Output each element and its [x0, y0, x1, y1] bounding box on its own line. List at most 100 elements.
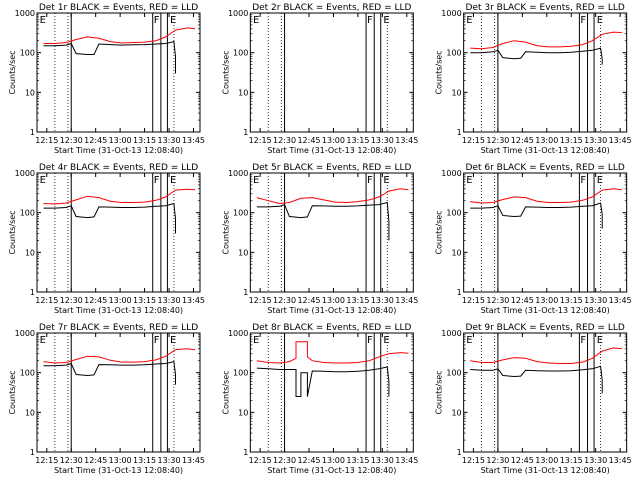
y-tick-label: 100: [233, 49, 248, 58]
x-tick-label: 12:30: [273, 296, 296, 305]
x-tick-label: 12:45: [297, 136, 320, 145]
x-tick-label: 13:30: [157, 296, 180, 305]
series-line-lld: [43, 348, 196, 364]
x-tick-label: 13:00: [535, 296, 558, 305]
y-tick-label: 10: [451, 248, 461, 257]
x-tick-label: 12:45: [297, 456, 320, 465]
x-tick-label: 12:15: [462, 456, 485, 465]
y-tick-label: 1000: [15, 329, 35, 338]
y-tick-label: 1000: [228, 329, 248, 338]
x-tick-label: 12:45: [511, 136, 534, 145]
x-tick-label: 13:30: [371, 136, 394, 145]
plot-title: Det 7r BLACK = Events, RED = LLD: [39, 323, 198, 333]
series-line-events: [256, 201, 390, 241]
plot-frame: [463, 12, 628, 133]
series-line-events: [43, 40, 176, 74]
x-tick-label: 13:45: [182, 136, 205, 145]
y-tick-label: 1: [243, 448, 248, 457]
marker-label-f: F: [580, 335, 586, 346]
plot-title: Det 3r BLACK = Events, RED = LLD: [466, 3, 625, 13]
plot-frame: [463, 332, 628, 453]
y-tick-label: 100: [20, 49, 35, 58]
x-axis-label: Start Time (31-Oct-13 12:08:40): [481, 146, 610, 155]
x-tick-label: 13:00: [535, 136, 558, 145]
y-tick-label: 1000: [441, 329, 461, 338]
y-tick-label: 1: [457, 288, 462, 297]
x-tick-label: 13:15: [346, 136, 369, 145]
x-tick-label: 12:45: [511, 456, 534, 465]
y-tick-label: 100: [20, 209, 35, 218]
marker-label-e: E: [383, 175, 389, 186]
y-tick-label: 1: [457, 128, 462, 137]
y-tick-label: 1: [243, 288, 248, 297]
x-axis-label: Start Time (31-Oct-13 12:08:40): [54, 466, 183, 475]
x-tick-label: 13:15: [560, 136, 583, 145]
marker-label-e: E: [40, 15, 46, 26]
marker-label-e: E: [383, 335, 389, 346]
marker-label-e: E: [40, 335, 46, 346]
x-tick-label: 13:30: [584, 456, 607, 465]
marker-label-f: F: [367, 175, 373, 186]
x-tick-label: 12:30: [273, 456, 296, 465]
x-axis-label: Start Time (31-Oct-13 12:08:40): [267, 306, 396, 315]
x-tick-label: 12:45: [84, 136, 107, 145]
x-tick-label: 13:00: [322, 296, 345, 305]
y-tick-label: 1: [243, 128, 248, 137]
plot-frame: [36, 12, 201, 133]
x-tick-label: 12:45: [84, 296, 107, 305]
series-line-events: [470, 202, 603, 229]
marker-label-e: E: [466, 175, 472, 186]
x-tick-label: 13:15: [346, 296, 369, 305]
y-tick-label: 100: [233, 369, 248, 378]
x-tick-label: 13:30: [157, 456, 180, 465]
x-tick-label: 13:15: [133, 296, 156, 305]
x-axis-label: Start Time (31-Oct-13 12:08:40): [267, 146, 396, 155]
x-tick-label: 13:00: [322, 136, 345, 145]
x-tick-label: 13:00: [109, 136, 132, 145]
x-tick-label: 12:15: [35, 296, 58, 305]
x-tick-label: 12:15: [249, 136, 272, 145]
x-tick-label: 13:45: [182, 296, 205, 305]
series-line-events: [43, 360, 176, 385]
marker-label-e: E: [466, 15, 472, 26]
x-tick-label: 13:30: [371, 456, 394, 465]
marker-label-e: E: [597, 335, 603, 346]
y-axis-label: Counts/sec: [435, 50, 444, 94]
y-tick-label: 1: [30, 288, 35, 297]
plot-frame: [36, 332, 201, 453]
x-axis-label: Start Time (31-Oct-13 12:08:40): [54, 146, 183, 155]
x-axis-label: Start Time (31-Oct-13 12:08:40): [481, 306, 610, 315]
x-tick-label: 13:30: [371, 296, 394, 305]
y-tick-label: 10: [238, 248, 248, 257]
marker-label-e: E: [253, 15, 259, 26]
plot-frame: [463, 172, 628, 293]
y-tick-label: 10: [451, 88, 461, 97]
plot-title: Det 9r BLACK = Events, RED = LLD: [466, 323, 625, 333]
plot-frame: [249, 12, 414, 133]
x-tick-label: 13:45: [609, 296, 632, 305]
y-axis-label: Counts/sec: [435, 370, 444, 414]
x-tick-label: 12:15: [249, 456, 272, 465]
y-tick-label: 1000: [15, 169, 35, 178]
marker-label-f: F: [154, 175, 160, 186]
series-line-lld: [470, 188, 622, 204]
plot-title: Det 1r BLACK = Events, RED = LLD: [39, 3, 198, 13]
y-tick-label: 100: [446, 49, 461, 58]
y-tick-label: 10: [25, 88, 35, 97]
x-axis-label: Start Time (31-Oct-13 12:08:40): [481, 466, 610, 475]
x-tick-label: 12:30: [60, 456, 83, 465]
x-tick-label: 13:45: [395, 136, 418, 145]
x-tick-label: 13:30: [584, 296, 607, 305]
x-tick-label: 12:30: [486, 456, 509, 465]
series-line-lld: [470, 347, 622, 364]
x-tick-label: 12:45: [297, 296, 320, 305]
x-tick-label: 12:30: [60, 136, 83, 145]
y-tick-label: 1000: [228, 169, 248, 178]
marker-label-e: E: [466, 335, 472, 346]
marker-label-f: F: [580, 15, 586, 26]
